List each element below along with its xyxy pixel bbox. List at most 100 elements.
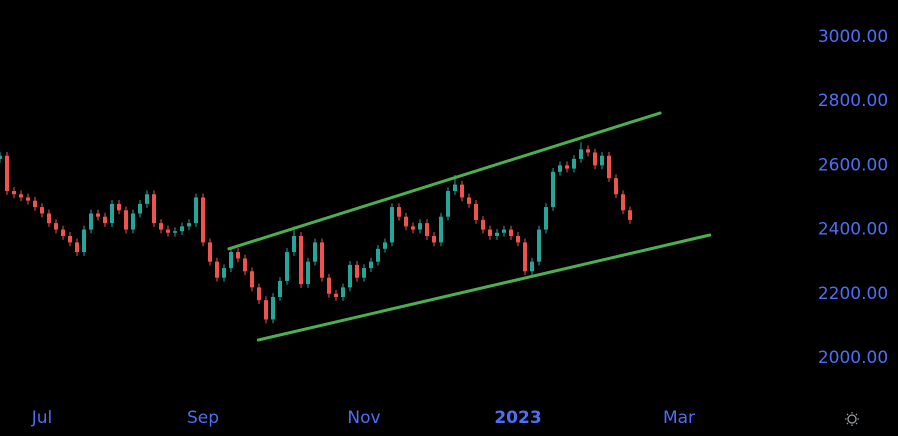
y-tick-label: 3000.00 xyxy=(818,27,888,47)
candle-body xyxy=(257,287,261,301)
candle-body xyxy=(89,213,93,230)
candle-body xyxy=(467,197,471,204)
candle-body xyxy=(565,165,569,169)
candle-body xyxy=(530,261,534,272)
candle-body xyxy=(446,191,450,217)
candle-body xyxy=(516,235,520,243)
candle-body xyxy=(544,207,548,230)
candle-body xyxy=(152,194,156,224)
y-tick-label: 2800.00 xyxy=(818,91,888,111)
candle-body xyxy=(439,216,443,243)
candle-body xyxy=(355,264,359,278)
candle-body xyxy=(110,203,114,224)
candle-body xyxy=(411,226,415,230)
candle-body xyxy=(488,229,492,236)
candle-body xyxy=(621,194,625,211)
candle-body xyxy=(194,197,198,224)
candle-body xyxy=(33,200,37,208)
candle-body xyxy=(425,223,429,236)
candle-body xyxy=(250,271,254,288)
candle-body xyxy=(397,207,401,217)
candle-body xyxy=(348,264,352,288)
candle-body xyxy=(145,194,149,204)
candle-body xyxy=(47,213,51,224)
y-tick-label: 2200.00 xyxy=(818,284,888,304)
candle-body xyxy=(327,277,331,294)
icon-rays xyxy=(845,412,859,426)
candle-body xyxy=(180,226,184,232)
candle-body xyxy=(432,235,436,243)
candle-body xyxy=(523,242,527,272)
candle-body xyxy=(187,223,191,227)
candle-body xyxy=(460,184,464,198)
candle-body xyxy=(299,235,303,285)
candle-body xyxy=(215,261,219,278)
candle-body xyxy=(201,197,205,243)
candle-body xyxy=(278,280,282,297)
candle-body xyxy=(313,242,317,262)
x-tick-label: Mar xyxy=(663,408,695,428)
candle-body xyxy=(117,203,121,211)
candle-body xyxy=(124,210,128,230)
candle-body xyxy=(593,152,597,166)
candle-body xyxy=(0,155,2,159)
settings-icon[interactable] xyxy=(845,412,859,426)
candle-body xyxy=(285,252,289,281)
candle-body xyxy=(306,261,310,285)
candle-body xyxy=(166,229,170,233)
candle-body xyxy=(586,149,590,153)
candle-body xyxy=(264,300,268,320)
candle-body xyxy=(96,213,100,217)
candle-body xyxy=(537,229,541,262)
candle-body xyxy=(404,216,408,227)
candle-body xyxy=(292,235,296,253)
candle-body xyxy=(131,213,135,230)
candle-body xyxy=(607,155,611,179)
x-tick-label: Sep xyxy=(187,408,219,428)
candle-body xyxy=(558,165,562,172)
candle-body xyxy=(481,219,485,230)
candle-body xyxy=(579,149,583,159)
candle-body xyxy=(61,229,65,236)
candle-body xyxy=(26,197,30,201)
candle-body xyxy=(320,242,324,278)
trend-line xyxy=(256,233,712,342)
candle-body xyxy=(229,252,233,269)
candle-body xyxy=(82,229,86,253)
candle-body xyxy=(369,261,373,269)
candle-body xyxy=(418,223,422,230)
candle-body xyxy=(5,155,9,192)
candle-body xyxy=(12,191,16,195)
y-tick-label: 2000.00 xyxy=(818,348,888,368)
candle-body xyxy=(103,216,107,224)
candle-body xyxy=(376,248,380,262)
candle-body xyxy=(222,268,226,278)
x-tick-label: Jul xyxy=(31,408,53,428)
y-tick-label: 2400.00 xyxy=(818,220,888,240)
trend-line xyxy=(227,111,662,251)
x-tick-label: Nov xyxy=(347,408,380,428)
candle-body xyxy=(551,171,555,208)
candle-body xyxy=(509,229,513,236)
candle-body xyxy=(341,287,345,297)
candle-body xyxy=(159,223,163,230)
candle-body xyxy=(40,207,44,214)
candle-body xyxy=(271,296,275,320)
candle-body xyxy=(600,155,604,166)
candle-body xyxy=(236,252,240,259)
candle-body xyxy=(68,235,72,243)
candle-body xyxy=(75,242,79,253)
candle-body xyxy=(572,158,576,169)
candle-body xyxy=(383,242,387,249)
candle-body xyxy=(19,194,23,198)
icon-circle xyxy=(847,414,857,424)
candle-body xyxy=(173,231,177,233)
candle-body xyxy=(453,184,457,192)
candle-body xyxy=(208,242,212,262)
x-tick-label: 2023 xyxy=(494,408,541,428)
candle-body xyxy=(474,203,478,220)
candle-body xyxy=(502,229,506,233)
candle-body xyxy=(390,207,394,243)
candle-body xyxy=(243,258,247,272)
